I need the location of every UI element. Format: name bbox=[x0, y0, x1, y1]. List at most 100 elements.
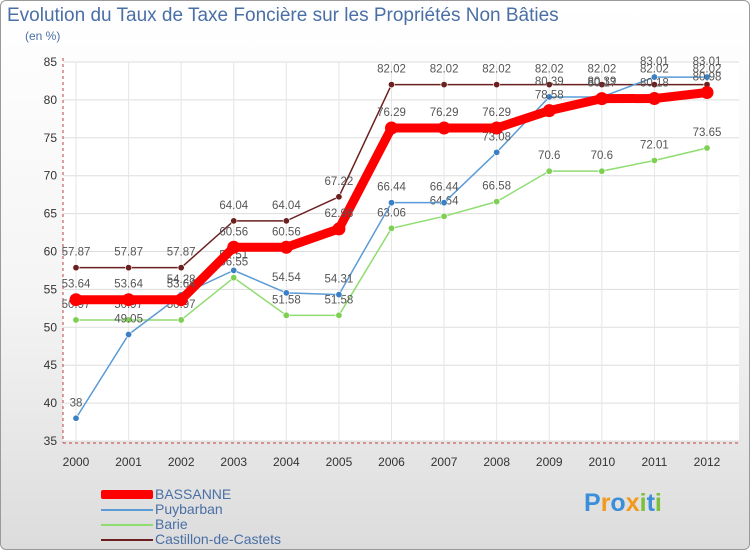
data-label-puybarban: 83.01 bbox=[693, 56, 722, 68]
data-label-castillon-de-castets: 82.02 bbox=[377, 64, 406, 76]
data-point-puybarban bbox=[230, 266, 238, 274]
data-label-castillon-de-castets: 57.87 bbox=[114, 247, 143, 259]
data-label-castillon-de-castets: 82.02 bbox=[640, 64, 669, 76]
data-point-castillon-de-castets bbox=[335, 193, 343, 201]
legend-swatch-bassanne bbox=[101, 490, 153, 499]
data-point-bassanne bbox=[542, 104, 556, 118]
data-point-puybarban bbox=[125, 331, 133, 339]
data-label-barie: 72.01 bbox=[640, 139, 669, 151]
logo-letter: i bbox=[654, 489, 662, 517]
data-point-bassanne bbox=[700, 85, 714, 99]
line-chart: 35 40 45 50 55 60 65 70 75 80 85 2000 2001 2002 2003 20… bbox=[44, 55, 739, 469]
data-label-castillon-de-castets: 82.02 bbox=[535, 64, 564, 76]
data-point-barie bbox=[177, 316, 185, 324]
data-point-barie bbox=[282, 311, 290, 319]
data-point-castillon-de-castets bbox=[72, 264, 80, 272]
data-point-castillon-de-castets bbox=[230, 217, 238, 225]
y-tick-label: 50 bbox=[44, 320, 58, 334]
data-point-bassanne bbox=[227, 240, 241, 254]
data-point-castillon-de-castets bbox=[493, 81, 501, 89]
x-tick-label: 2008 bbox=[483, 455, 510, 469]
data-point-barie bbox=[72, 316, 80, 324]
data-point-puybarban bbox=[72, 414, 80, 422]
data-label-bassanne: 78.58 bbox=[535, 90, 564, 102]
data-point-barie bbox=[440, 212, 448, 220]
data-label-castillon-de-castets: 64.04 bbox=[272, 200, 301, 212]
data-point-bassanne bbox=[437, 121, 451, 135]
y-tick-label: 40 bbox=[44, 396, 58, 410]
data-point-barie bbox=[230, 274, 238, 282]
y-tick-label: 70 bbox=[44, 169, 58, 183]
data-point-puybarban bbox=[440, 199, 448, 207]
data-point-barie bbox=[387, 224, 395, 232]
x-tick-label: 2007 bbox=[431, 455, 458, 469]
data-label-bassanne: 76.29 bbox=[377, 107, 406, 119]
data-point-bassanne bbox=[279, 240, 293, 254]
data-label-castillon-de-castets: 82.02 bbox=[482, 64, 511, 76]
x-tick-label: 2012 bbox=[694, 455, 721, 469]
data-label-puybarban: 66.44 bbox=[430, 182, 459, 194]
y-tick-label: 60 bbox=[44, 245, 58, 259]
data-label-castillon-de-castets: 82.02 bbox=[693, 64, 722, 76]
data-label-puybarban: 49.05 bbox=[114, 314, 143, 326]
y-tick-label: 75 bbox=[44, 131, 58, 145]
data-label-bassanne: 80.98 bbox=[693, 71, 722, 83]
data-label-puybarban: 80.39 bbox=[535, 76, 564, 88]
data-point-barie bbox=[703, 144, 711, 152]
y-axis-unit: (en %) bbox=[25, 29, 61, 43]
legend-label-barie: Barie bbox=[155, 516, 188, 532]
data-point-puybarban bbox=[282, 289, 290, 297]
data-label-castillon-de-castets: 57.87 bbox=[62, 247, 91, 259]
data-point-puybarban bbox=[335, 291, 343, 299]
data-label-puybarban: 54.54 bbox=[272, 272, 301, 284]
x-tick-label: 2006 bbox=[378, 455, 405, 469]
data-point-castillon-de-castets bbox=[545, 81, 553, 89]
data-label-puybarban: 54.28 bbox=[167, 274, 196, 286]
x-tick-label: 2004 bbox=[273, 455, 300, 469]
data-point-barie bbox=[335, 311, 343, 319]
data-point-puybarban bbox=[703, 73, 711, 81]
data-label-barie: 66.58 bbox=[482, 181, 511, 193]
data-point-castillon-de-castets bbox=[387, 81, 395, 89]
logo-letter: o bbox=[610, 489, 626, 517]
data-point-bassanne bbox=[332, 222, 346, 236]
chart-title: Evolution du Taux de Taxe Foncière sur l… bbox=[7, 5, 559, 26]
data-point-barie bbox=[125, 316, 133, 324]
data-point-bassanne bbox=[647, 92, 661, 106]
x-tick-label: 2005 bbox=[326, 455, 353, 469]
data-label-bassanne: 60.56 bbox=[219, 226, 248, 238]
data-label-puybarban: 54.31 bbox=[325, 274, 354, 286]
y-tick-label: 35 bbox=[44, 434, 58, 448]
proxiti-logo: Proxiti bbox=[584, 489, 662, 518]
data-point-castillon-de-castets bbox=[598, 81, 606, 89]
data-label-bassanne: 53.64 bbox=[114, 279, 143, 291]
data-label-puybarban: 80.39 bbox=[587, 76, 616, 88]
x-tick-label: 2010 bbox=[588, 455, 615, 469]
data-point-barie bbox=[650, 156, 658, 164]
data-point-puybarban bbox=[493, 148, 501, 156]
x-tick-label: 2011 bbox=[642, 455, 668, 469]
legend-label-bassanne: BASSANNE bbox=[155, 486, 232, 502]
data-label-barie: 63.06 bbox=[377, 207, 406, 219]
data-label-bassanne: 53.64 bbox=[167, 279, 196, 291]
data-label-castillon-de-castets: 82.02 bbox=[587, 64, 616, 76]
data-label-bassanne: 76.29 bbox=[482, 107, 511, 119]
data-label-barie: 70.6 bbox=[538, 150, 560, 162]
data-label-castillon-de-castets: 67.22 bbox=[325, 176, 354, 188]
x-tick-label: 2002 bbox=[168, 455, 195, 469]
legend-swatch-puybarban bbox=[101, 509, 153, 511]
data-label-barie: 70.6 bbox=[591, 150, 613, 162]
data-point-castillon-de-castets bbox=[650, 81, 658, 89]
x-tick-label: 2003 bbox=[220, 455, 247, 469]
data-label-bassanne: 62.98 bbox=[325, 208, 354, 220]
data-label-puybarban: 83.01 bbox=[640, 56, 669, 68]
legend-label-castillon: Castillon-de-Castets bbox=[155, 531, 282, 547]
data-point-castillon-de-castets bbox=[177, 264, 185, 272]
data-point-barie bbox=[493, 198, 501, 206]
data-point-bassanne bbox=[595, 92, 609, 106]
data-label-bassanne: 80.17 bbox=[587, 78, 616, 90]
data-point-bassanne bbox=[174, 293, 188, 307]
data-point-castillon-de-castets bbox=[282, 217, 290, 225]
data-point-puybarban bbox=[545, 93, 553, 101]
